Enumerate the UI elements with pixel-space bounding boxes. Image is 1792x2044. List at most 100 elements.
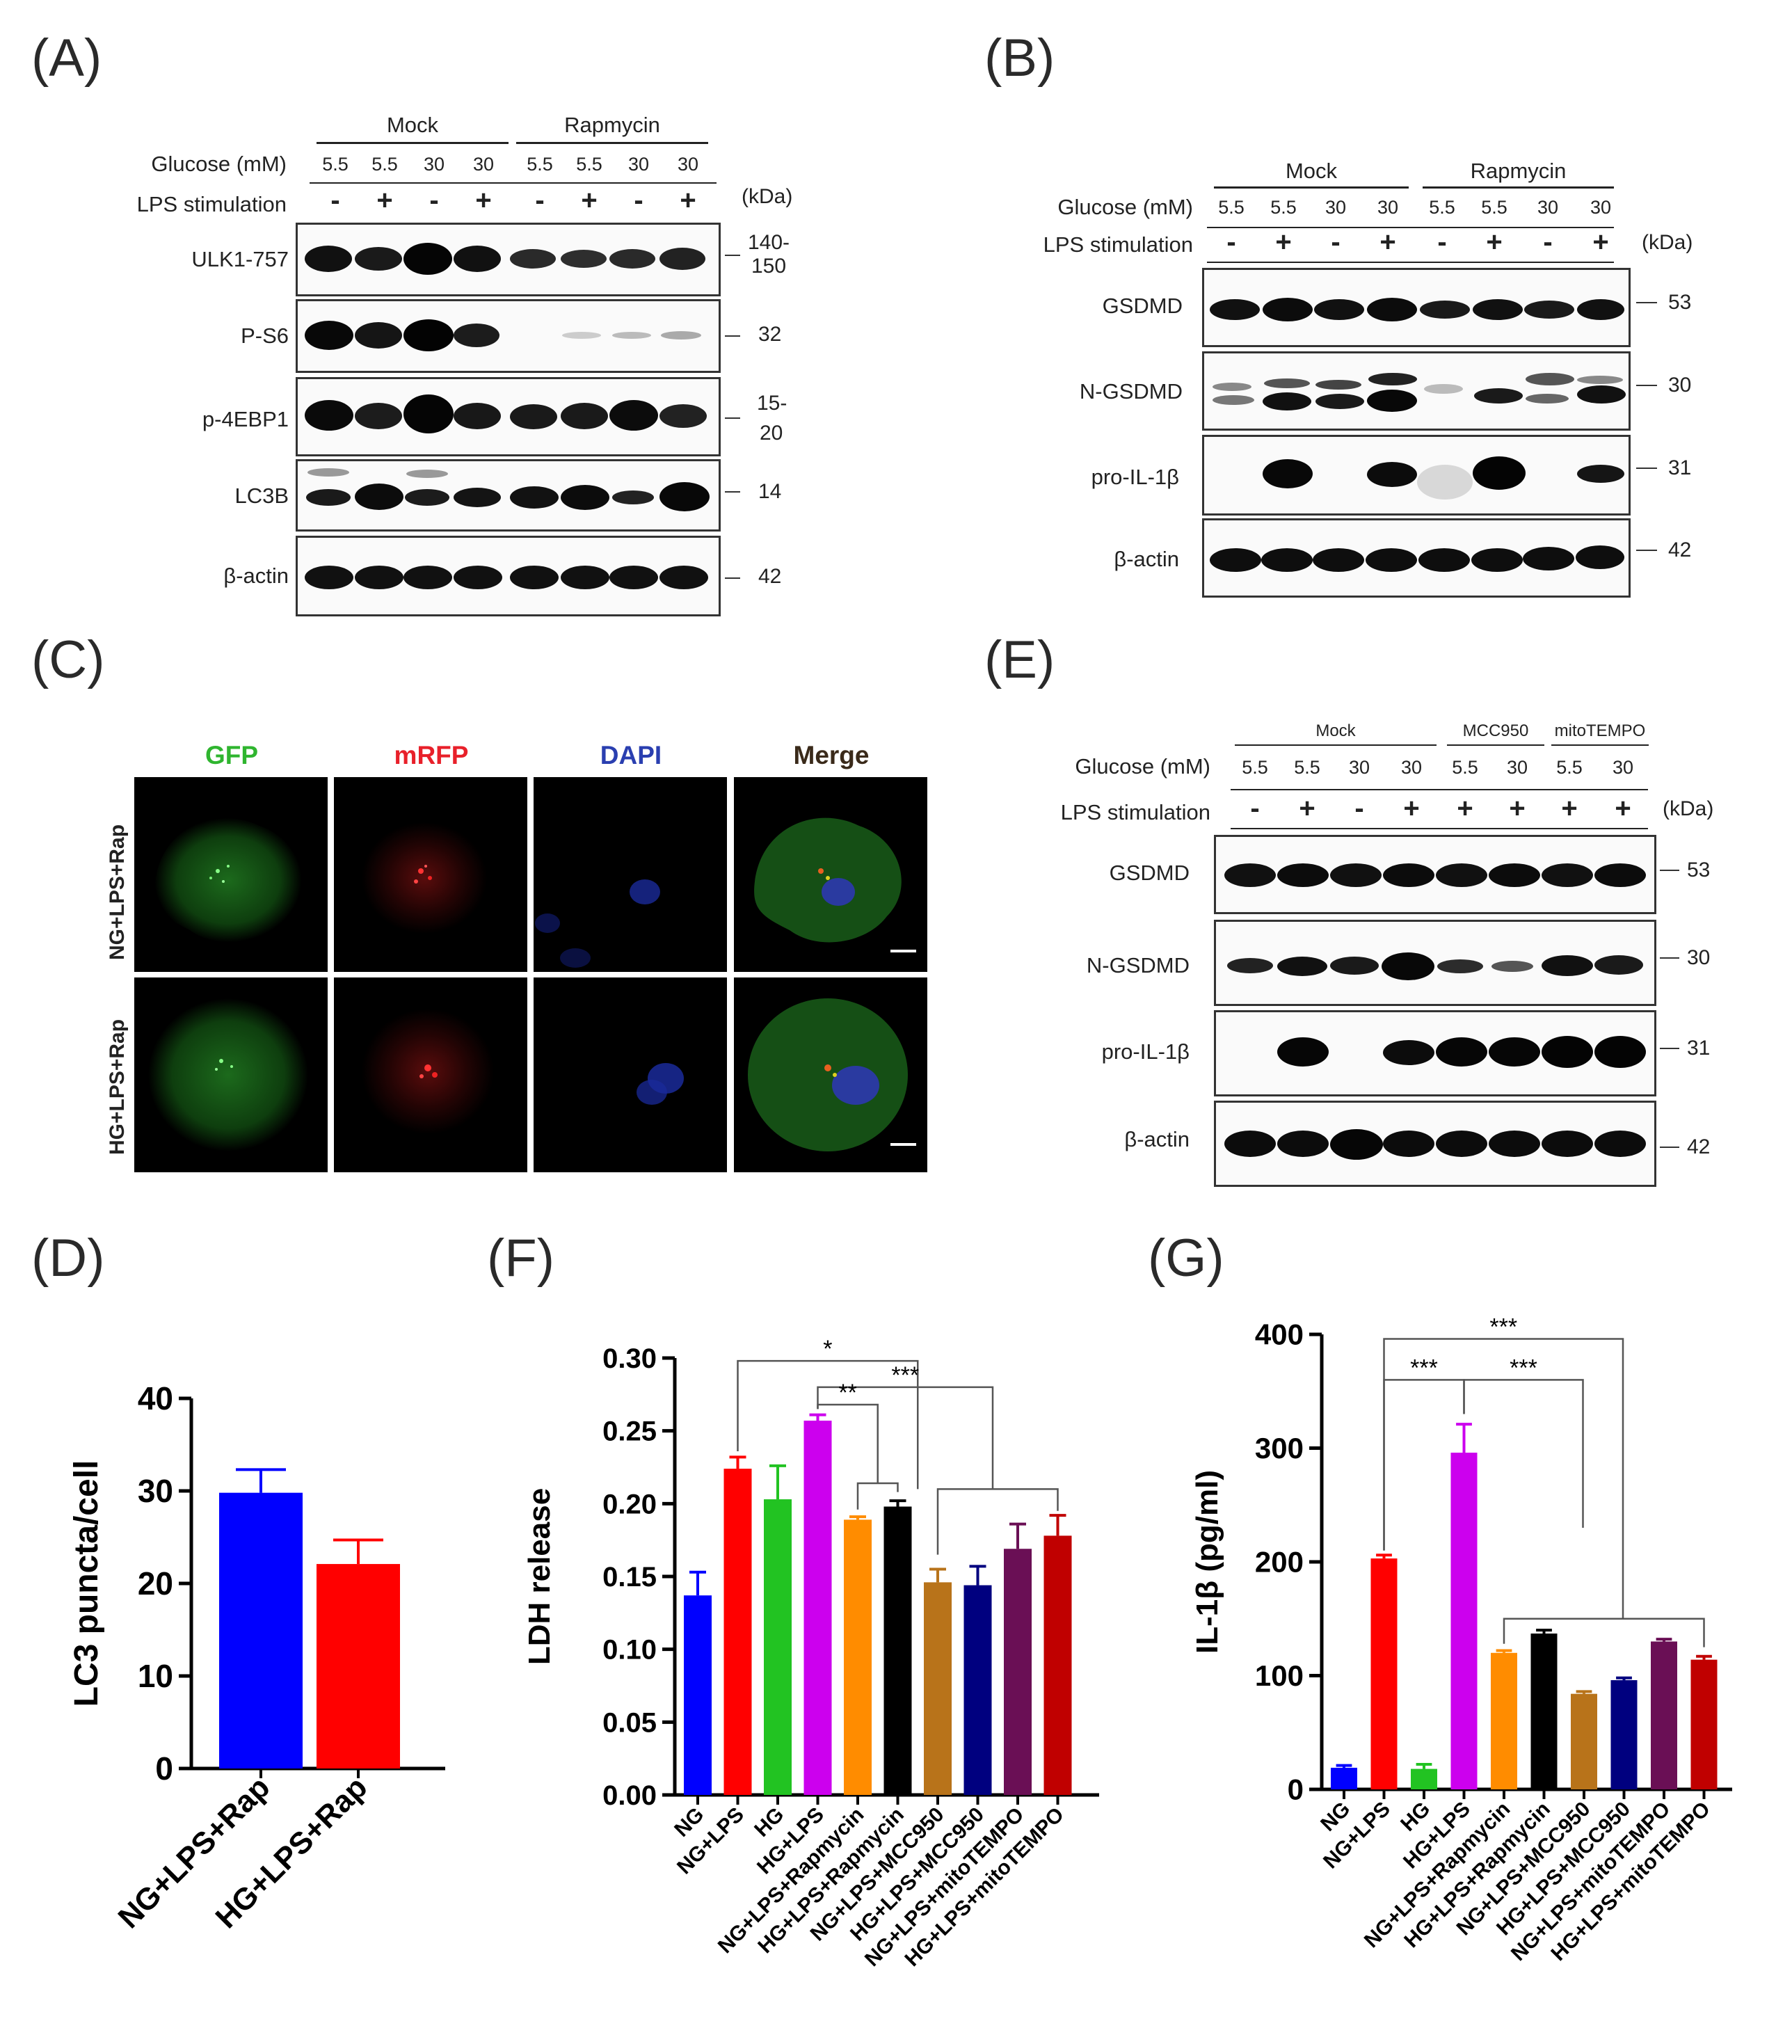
bar <box>1610 1680 1638 1789</box>
kda-proil1b: 31 <box>1668 456 1692 479</box>
y-axis-label: LC3 puncta/cell <box>68 1460 105 1707</box>
bar <box>1491 1652 1517 1789</box>
kda-tick <box>725 491 740 493</box>
kda-bactin-e: 42 <box>1687 1135 1711 1158</box>
lps-sign: + <box>1299 793 1315 824</box>
blot-label-bactin-b: β-actin <box>1114 547 1179 571</box>
glucose-value: 5.5 <box>1429 197 1455 218</box>
group-mcc950-line <box>1447 744 1544 746</box>
blot-gsdmd-b <box>1202 268 1631 347</box>
image-gfp-hg <box>134 977 328 1172</box>
kda-tick <box>1660 1048 1679 1049</box>
y-tick-label: 200 <box>1255 1546 1304 1579</box>
y-tick-label: 40 <box>138 1380 173 1416</box>
panel-label-c: (C) <box>31 630 105 689</box>
significance-label: *** <box>1410 1355 1438 1381</box>
lps-sign: + <box>376 185 393 216</box>
image-gfp-ng <box>134 777 328 972</box>
blot-label-lc3b: LC3B <box>234 484 289 508</box>
channel-mrfp: mRFP <box>394 741 469 769</box>
glucose-value: 5.5 <box>527 154 553 175</box>
blot-proil1b-b <box>1202 435 1631 516</box>
kda-ps6: 32 <box>758 323 782 346</box>
kda-p4ebp1: 20 <box>760 422 783 445</box>
kda-p4ebp1: 15- <box>757 392 787 415</box>
glucose-label: Glucose (mM) <box>1057 195 1193 219</box>
y-tick-label: 0.25 <box>602 1416 657 1447</box>
bar <box>803 1421 832 1795</box>
glucose-value: 30 <box>627 154 650 175</box>
group-rapamycin: Rapmycin <box>1470 159 1567 183</box>
y-tick-label: 400 <box>1255 1318 1304 1351</box>
lps-sign: - <box>1331 227 1341 257</box>
glucose-label: Glucose (mM) <box>151 152 287 176</box>
bar <box>219 1492 303 1768</box>
bar <box>963 1585 992 1795</box>
kda-unit: (kDa) <box>1642 231 1693 254</box>
blot-gsdmd-e <box>1214 835 1656 914</box>
blot-label-ps6: P-S6 <box>241 324 289 348</box>
lps-sign: + <box>475 185 492 216</box>
lps-sign: - <box>1543 227 1553 257</box>
kda-tick <box>725 335 740 337</box>
bar <box>723 1469 752 1795</box>
glucose-label: Glucose (mM) <box>1075 754 1210 779</box>
bar <box>1571 1693 1597 1789</box>
glucose-value: 5.5 <box>1294 757 1320 778</box>
kda-ngsdmd: 30 <box>1668 374 1692 397</box>
group-rapamycin-line <box>1423 186 1614 189</box>
glucose-value: 30 <box>472 154 495 175</box>
kda-tick <box>1636 550 1657 551</box>
image-merge-ng <box>734 777 927 972</box>
group-mock: Mock <box>1315 721 1356 740</box>
blot-proil1b-e <box>1214 1010 1656 1096</box>
bar <box>1530 1634 1558 1789</box>
kda-tick <box>725 255 740 256</box>
bar <box>1004 1549 1032 1795</box>
group-mock: Mock <box>1285 159 1338 183</box>
group-mock-line <box>317 142 509 144</box>
bar <box>1690 1659 1718 1789</box>
image-mrfp-hg <box>334 977 527 1172</box>
blot-label-bactin-a: β-actin <box>223 564 289 588</box>
group-mock-line <box>1235 744 1437 746</box>
blot-label-ulk1: ULK1-757 <box>191 247 289 271</box>
panel-label-d: (D) <box>31 1229 105 1288</box>
y-tick-label: 300 <box>1255 1432 1304 1464</box>
channel-dapi: DAPI <box>600 741 662 769</box>
blot-bactin-a <box>296 536 721 616</box>
panel-label-e: (E) <box>984 630 1055 689</box>
image-dapi-ng <box>534 777 727 972</box>
blot-label-gsdmd: GSDMD <box>1109 861 1190 885</box>
kda-tick <box>1636 468 1657 469</box>
glucose-value: 5.5 <box>1452 757 1478 778</box>
kda-ulk1: 150 <box>751 255 787 278</box>
glucose-line <box>1207 227 1614 228</box>
group-mock: Mock <box>386 113 439 137</box>
y-tick-label: 0.15 <box>602 1562 657 1592</box>
y-tick-label: 10 <box>138 1658 173 1694</box>
glucose-value: 5.5 <box>1242 757 1268 778</box>
glucose-value: 30 <box>1506 757 1528 778</box>
y-tick-label: 0 <box>1288 1773 1304 1806</box>
image-mrfp-ng <box>334 777 527 972</box>
glucose-line <box>310 182 717 184</box>
kda-bactin-a: 42 <box>758 565 782 588</box>
y-tick-label: 20 <box>138 1565 173 1602</box>
blot-ngsdmd-e <box>1214 920 1656 1006</box>
significance-bracket <box>737 1359 919 1490</box>
image-merge-hg <box>734 977 927 1172</box>
lps-sign: - <box>1226 227 1236 257</box>
lps-sign: + <box>1561 793 1578 824</box>
glucose-value: 5.5 <box>371 154 398 175</box>
lps-label: LPS stimulation <box>1060 800 1210 824</box>
group-mitotempo-line <box>1551 744 1649 746</box>
glucose-value: 30 <box>1612 757 1634 778</box>
group-rapamycin: Rapmycin <box>564 113 660 137</box>
channel-merge: Merge <box>793 741 870 769</box>
kda-bactin-b: 42 <box>1668 538 1692 561</box>
lps-sign: + <box>1615 793 1631 824</box>
significance-label: * <box>823 1336 832 1362</box>
blot-label-ngsdmd: N-GSDMD <box>1086 953 1190 977</box>
